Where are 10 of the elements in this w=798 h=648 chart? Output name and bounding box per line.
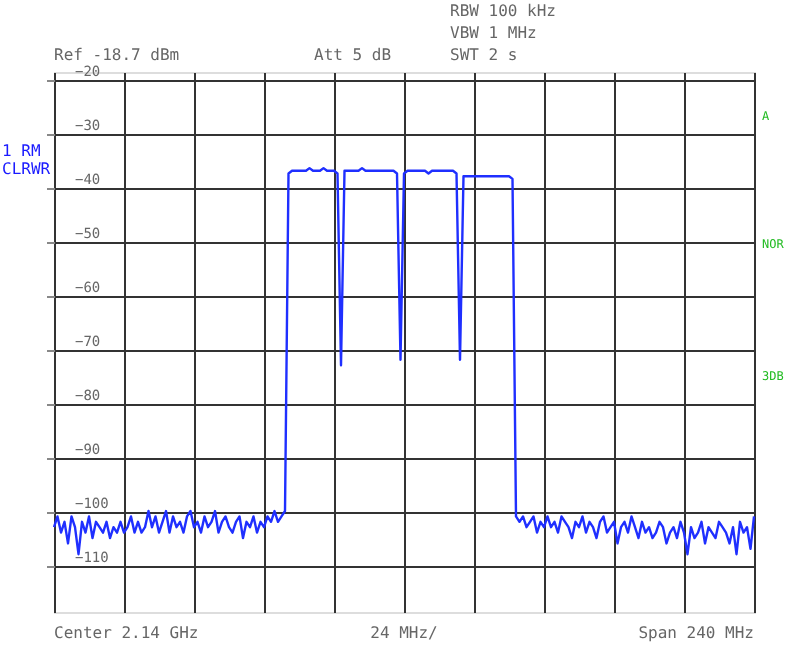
text: 24 MHz/ <box>370 624 439 642</box>
text: SWT 2 s <box>450 46 518 64</box>
text: VBW 1 MHz <box>450 24 538 42</box>
text: CLRWR <box>2 160 51 178</box>
text: Center 2.14 GHz <box>54 624 199 642</box>
text: RBW 100 kHz <box>450 2 557 20</box>
text: Span 240 MHz <box>638 624 755 642</box>
text: Ref -18.7 dBm <box>54 46 180 64</box>
text: 1 RM <box>2 142 41 160</box>
text: Att 5 dB <box>314 46 392 64</box>
